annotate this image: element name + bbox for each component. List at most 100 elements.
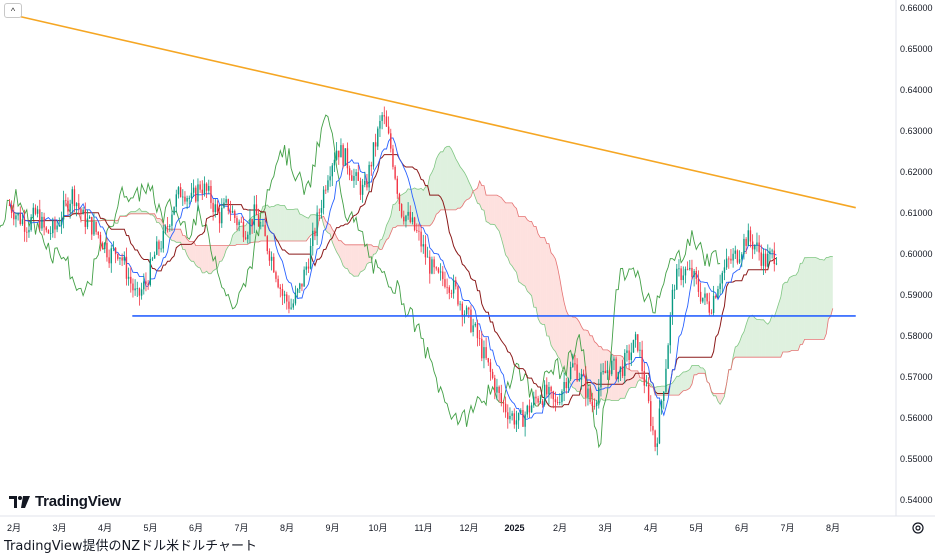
tradingview-logo[interactable]: TradingView	[9, 493, 121, 510]
candle	[176, 190, 177, 213]
candle	[559, 393, 560, 405]
candle	[494, 375, 495, 399]
candle	[327, 175, 328, 193]
cloud-segment	[527, 220, 529, 293]
candle	[362, 179, 363, 203]
x-tick-label: 2月	[553, 523, 567, 533]
cloud-segment	[343, 243, 345, 268]
cloud-segment	[685, 371, 687, 391]
candle	[386, 110, 387, 127]
cloud-segment	[436, 155, 438, 215]
cloud-segment	[768, 322, 770, 358]
candle	[24, 210, 25, 242]
cloud-segment	[183, 236, 185, 250]
candle	[234, 209, 235, 223]
candle	[189, 196, 190, 205]
cloud-segment	[538, 234, 540, 323]
candle	[661, 399, 662, 414]
cloud-segment	[809, 258, 811, 340]
cloud-segment	[443, 148, 445, 210]
candle	[657, 437, 658, 455]
candle	[388, 116, 389, 134]
candle	[152, 257, 153, 261]
candle	[355, 169, 356, 185]
cloud-segment	[521, 216, 523, 284]
candle	[455, 277, 456, 290]
x-tick-label: 12月	[459, 523, 478, 533]
candle	[349, 166, 350, 181]
cloud-segment	[683, 372, 685, 391]
candle	[663, 391, 664, 409]
candle	[492, 369, 493, 380]
cloud-segment	[794, 275, 796, 350]
candle	[774, 242, 775, 271]
candle	[271, 251, 272, 270]
cloud-segment	[549, 244, 551, 346]
candle	[95, 222, 96, 235]
cloud-segment	[508, 203, 510, 264]
cloud-segment	[828, 256, 830, 319]
candle	[672, 284, 673, 325]
cloud-segment	[363, 245, 365, 271]
candle	[290, 299, 291, 310]
cloud-segment	[276, 205, 278, 241]
candle	[375, 134, 376, 157]
candle	[308, 258, 309, 272]
cloud-segment	[820, 259, 822, 339]
candle	[236, 216, 237, 231]
y-tick-label: 0.55000	[900, 454, 933, 464]
candle	[758, 235, 759, 260]
y-tick-label: 0.57000	[900, 372, 933, 382]
candle	[683, 266, 684, 287]
candle	[719, 275, 720, 295]
candle	[180, 183, 181, 197]
candle	[650, 395, 651, 431]
candle	[340, 138, 341, 157]
cloud-segment	[493, 195, 495, 225]
cloud-segment	[486, 195, 488, 223]
candle	[639, 342, 640, 358]
cloud-segment	[798, 263, 800, 350]
candle	[310, 238, 311, 269]
cloud-segment	[328, 223, 330, 234]
candle	[35, 204, 36, 215]
cloud-segment	[831, 256, 833, 316]
y-tick-label: 0.58000	[900, 331, 933, 341]
candle	[414, 217, 415, 232]
candle	[11, 200, 12, 218]
cloud-segment	[425, 187, 427, 226]
cloud-segment	[512, 203, 514, 270]
cloud-segment	[235, 231, 237, 245]
candle	[368, 161, 369, 191]
x-tick-label: 3月	[52, 523, 66, 533]
gear-icon[interactable]	[911, 521, 925, 535]
x-tick-label: 7月	[780, 523, 794, 533]
candle	[48, 229, 49, 234]
candle	[485, 338, 486, 360]
candle	[644, 363, 645, 393]
candle	[702, 298, 703, 304]
candle	[507, 404, 508, 428]
candle	[737, 249, 738, 264]
y-tick-label: 0.66000	[900, 3, 933, 13]
candle	[345, 148, 346, 166]
cloud-segment	[774, 311, 776, 357]
candle	[195, 185, 196, 202]
candle	[273, 253, 274, 273]
candle	[30, 214, 31, 231]
cloud-segment	[272, 206, 274, 241]
candle	[193, 179, 194, 197]
candle	[546, 377, 547, 397]
candle	[126, 248, 127, 286]
cloud-segment	[462, 169, 464, 206]
y-axis: 0.660000.650000.640000.630000.620000.610…	[900, 3, 933, 505]
collapse-button[interactable]: ^	[4, 3, 22, 18]
candle	[696, 267, 697, 284]
cloud-segment	[519, 216, 521, 283]
candle	[212, 199, 213, 221]
candle	[505, 397, 506, 418]
cloud-segment	[776, 304, 778, 358]
candle	[509, 407, 510, 423]
cloud-segment	[373, 246, 375, 254]
